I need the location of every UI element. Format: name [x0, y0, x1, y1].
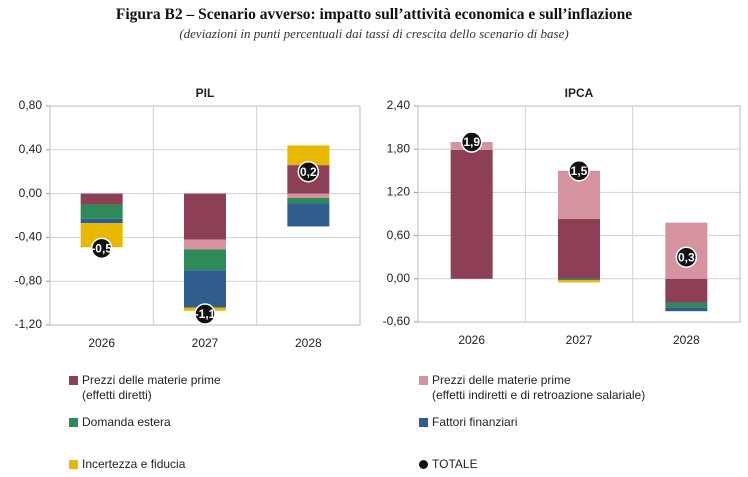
bar-segment [287, 197, 330, 204]
legend-swatch [69, 418, 78, 427]
bar-segment [558, 278, 600, 281]
legend-item: Domanda estera [69, 415, 171, 430]
total-marker [297, 160, 320, 183]
bar-segment [287, 145, 330, 166]
subplot-title: IPCA [565, 86, 594, 100]
legend-item: Fattori finanziari [419, 415, 518, 430]
legend-label: TOTALE [432, 457, 478, 471]
legend-item: Prezzi delle materie prime (effetti dire… [69, 373, 221, 403]
y-tick-label: -0,60 [383, 314, 411, 328]
bar-segment [80, 193, 123, 205]
total-marker [194, 303, 216, 325]
legend-item: Prezzi delle materie prime (effetti indi… [419, 373, 646, 403]
bar-segment [558, 219, 600, 279]
legend-swatch [419, 418, 428, 427]
bar-segment [80, 204, 123, 219]
legend-label: Fattori finanziari [432, 415, 518, 429]
total-marker [568, 160, 590, 182]
bar-segment [184, 249, 226, 271]
legend-swatch [419, 460, 428, 469]
legend-label: Incertezza e fiducia [82, 457, 186, 471]
legend-swatch [69, 376, 78, 385]
legend-swatch [69, 460, 78, 469]
subtitle: (deviazioni in punti percentuali dai tas… [179, 26, 569, 41]
total-label: 0,2 [300, 165, 317, 179]
y-tick-label: 1,20 [387, 185, 411, 199]
x-tick-label: 2027 [566, 333, 593, 347]
total-label: -1,1 [195, 307, 216, 321]
total-label: 0,3 [678, 250, 695, 264]
legend-label: Prezzi delle materie prime (effetti indi… [432, 373, 646, 402]
x-tick-label: 2028 [673, 333, 700, 347]
title: Figura B2 – Scenario avverso: impatto su… [115, 6, 633, 23]
bar-segment [184, 270, 226, 308]
x-tick-label: 2027 [192, 336, 219, 350]
plot-frame [49, 105, 361, 326]
bar-segment [450, 149, 493, 279]
bar-segment [184, 193, 226, 240]
bar-segment [80, 218, 123, 224]
y-tick-label: -0,40 [15, 230, 43, 244]
subplot-title: PIL [196, 86, 215, 100]
y-tick-label: -0,80 [15, 273, 43, 287]
total-marker [675, 246, 698, 268]
legend-item: Incertezza e fiducia [69, 457, 186, 472]
total-marker [460, 131, 483, 153]
bar-segment [665, 278, 708, 303]
y-tick-label: 0,00 [387, 271, 411, 285]
total-label: 1,5 [571, 164, 588, 178]
y-tick-label: 0,80 [19, 98, 43, 112]
y-tick-label: 0,00 [19, 186, 43, 200]
y-tick-label: 1,80 [387, 141, 411, 155]
bar-segment [665, 302, 708, 308]
bar-segment [558, 280, 600, 283]
x-tick-label: 2026 [88, 336, 115, 350]
bar-segment [665, 307, 708, 312]
bar-segment [287, 193, 330, 198]
y-tick-label: 0,40 [19, 142, 43, 156]
bar-segment [184, 239, 226, 250]
total-marker [90, 237, 113, 260]
legend-label: Prezzi delle materie prime (effetti dire… [82, 373, 221, 402]
plot-frame [417, 105, 741, 323]
x-tick-label: 2028 [295, 336, 322, 350]
x-tick-label: 2026 [458, 333, 485, 347]
total-label: 1,9 [463, 135, 480, 149]
legend-item: TOTALE [419, 457, 478, 472]
y-tick-label: 2,40 [387, 98, 411, 112]
y-tick-label: -1,20 [15, 317, 43, 331]
y-tick-label: 0,60 [387, 228, 411, 242]
bar-segment [287, 203, 330, 227]
total-label: -0,5 [91, 242, 112, 256]
legend-label: Domanda estera [82, 415, 171, 429]
legend-swatch [419, 376, 428, 385]
